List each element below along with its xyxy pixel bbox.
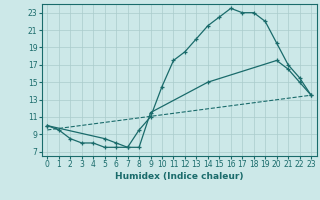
X-axis label: Humidex (Indice chaleur): Humidex (Indice chaleur): [115, 172, 244, 181]
